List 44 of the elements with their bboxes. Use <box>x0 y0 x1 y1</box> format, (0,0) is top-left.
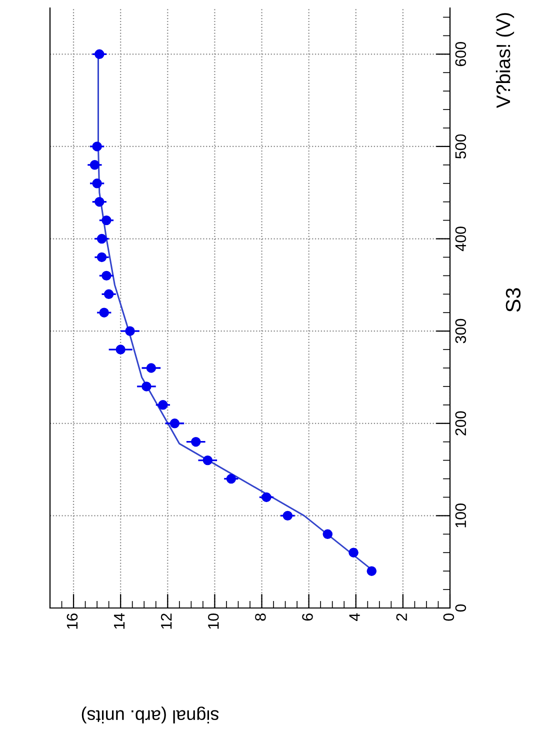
point <box>99 308 109 318</box>
point <box>366 566 377 576</box>
point <box>262 492 272 502</box>
point <box>191 436 201 447</box>
x-tick-label: 12 <box>160 614 172 629</box>
point <box>92 178 102 188</box>
point <box>348 548 358 558</box>
point <box>104 289 114 300</box>
x-tick-label: 10 <box>208 613 219 629</box>
y-tick-label: 600 <box>455 42 466 66</box>
point <box>116 344 126 354</box>
point <box>170 418 180 428</box>
x-tick-label: 14 <box>114 613 125 629</box>
point <box>226 474 236 484</box>
point <box>102 215 112 226</box>
point <box>94 196 104 207</box>
point <box>282 510 293 521</box>
y-tick-label: 300 <box>455 318 466 344</box>
x-tick-label: 4 <box>349 613 360 622</box>
y-tick-label: 400 <box>455 226 466 252</box>
point <box>94 49 104 60</box>
y-axis-title: V?bias! (V) <box>496 13 514 108</box>
point <box>92 142 102 152</box>
point <box>322 529 333 540</box>
point <box>202 455 213 466</box>
y-tick-label: 500 <box>455 134 466 159</box>
x-tick-label: 6 <box>302 614 313 621</box>
point <box>90 160 100 170</box>
point <box>102 270 112 281</box>
point <box>146 363 156 373</box>
point <box>158 400 168 410</box>
point <box>96 234 107 244</box>
point <box>142 382 152 392</box>
y-tick-label: 200 <box>455 411 466 436</box>
point <box>125 326 135 336</box>
x-tick-label: 0 <box>443 613 454 621</box>
text: S3 <box>506 288 521 312</box>
x-tick-label: 16 <box>66 614 78 629</box>
y-tick-label: 100 <box>455 504 466 528</box>
x-axis-title: signal (arb. units) <box>82 706 219 724</box>
y-tick-label: 0 <box>455 604 466 612</box>
x-tick-label: 2 <box>396 614 407 621</box>
point <box>96 252 107 262</box>
x-tick-label: 8 <box>255 614 266 621</box>
